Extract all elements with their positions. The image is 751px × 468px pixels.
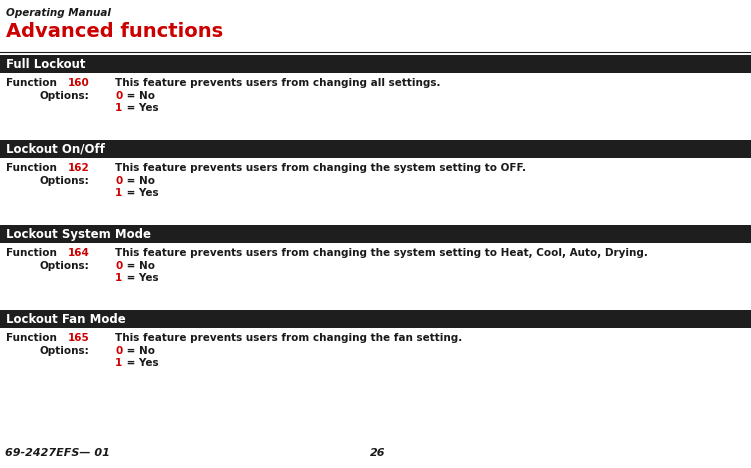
Text: = Yes: = Yes: [123, 358, 158, 368]
Text: Function: Function: [6, 163, 57, 173]
Text: Function: Function: [6, 248, 57, 258]
Text: Options:: Options:: [40, 346, 90, 356]
Bar: [0, 140, 751, 158]
Text: 164: 164: [68, 248, 90, 258]
Text: 69-2427EFS— 01: 69-2427EFS— 01: [5, 448, 110, 458]
Text: = No: = No: [123, 91, 155, 101]
Text: = Yes: = Yes: [123, 188, 158, 198]
Text: 160: 160: [68, 78, 90, 88]
Text: 1: 1: [115, 358, 122, 368]
Text: This feature prevents users from changing the fan setting.: This feature prevents users from changin…: [115, 333, 463, 343]
Text: Options:: Options:: [40, 261, 90, 271]
Text: Full Lockout: Full Lockout: [6, 58, 86, 71]
Text: Lockout Fan Mode: Lockout Fan Mode: [6, 313, 125, 326]
Bar: [0, 225, 751, 243]
Text: Function: Function: [6, 333, 57, 343]
Text: Operating Manual: Operating Manual: [6, 8, 111, 18]
Text: Options:: Options:: [40, 176, 90, 186]
Text: 0: 0: [115, 346, 122, 356]
Bar: [0, 310, 751, 328]
Text: Options:: Options:: [40, 91, 90, 101]
Text: Lockout On/Off: Lockout On/Off: [6, 143, 105, 156]
Text: = Yes: = Yes: [123, 103, 158, 113]
Text: 1: 1: [115, 273, 122, 283]
Text: Advanced functions: Advanced functions: [6, 22, 223, 41]
Text: This feature prevents users from changing the system setting to OFF.: This feature prevents users from changin…: [115, 163, 526, 173]
Bar: [0, 55, 751, 73]
Text: This feature prevents users from changing all settings.: This feature prevents users from changin…: [115, 78, 441, 88]
Text: This feature prevents users from changing the system setting to Heat, Cool, Auto: This feature prevents users from changin…: [115, 248, 648, 258]
Text: 0: 0: [115, 176, 122, 186]
Text: 26: 26: [370, 448, 385, 458]
Text: = No: = No: [123, 346, 155, 356]
Text: 1: 1: [115, 103, 122, 113]
Text: 165: 165: [68, 333, 90, 343]
Text: = No: = No: [123, 176, 155, 186]
Text: 0: 0: [115, 261, 122, 271]
Text: Function: Function: [6, 78, 57, 88]
Text: 1: 1: [115, 188, 122, 198]
Text: = No: = No: [123, 261, 155, 271]
Text: = Yes: = Yes: [123, 273, 158, 283]
Text: 0: 0: [115, 91, 122, 101]
Text: 162: 162: [68, 163, 90, 173]
Text: Lockout System Mode: Lockout System Mode: [6, 228, 151, 241]
